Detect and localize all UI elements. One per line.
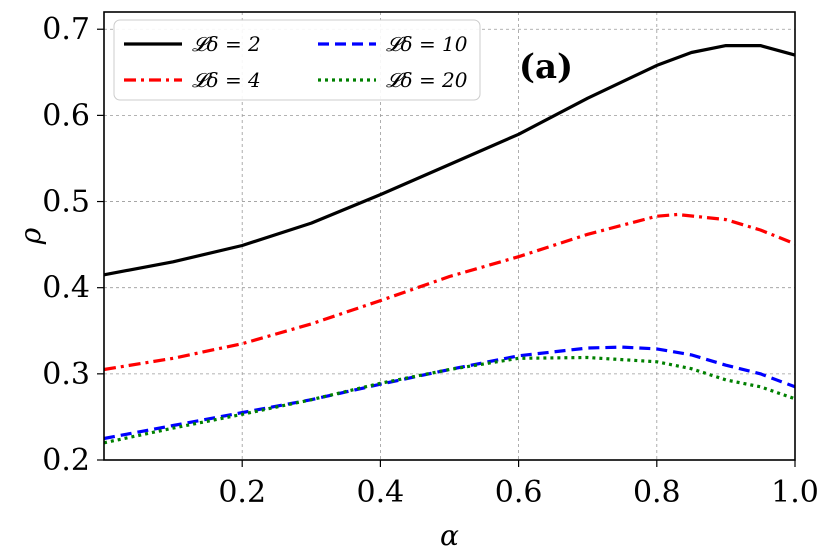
y-tick-label: 0.2 (42, 443, 90, 478)
series-line-4 (103, 355, 796, 445)
legend-entry-2: 𝓛δ = 4 (192, 68, 261, 92)
legend: 𝓛δ = 2 𝓛δ = 4 𝓛δ = 10 𝓛δ = 20 (113, 19, 481, 101)
x-tick-label: 0.2 (218, 475, 266, 510)
legend-entry-3: 𝓛δ = 10 (386, 32, 468, 56)
plot-lines (103, 43, 796, 445)
axis-ticks: 0.2 0.4 0.6 0.8 1.0 0.2 0.3 0.4 0.5 0.6 0.7 (42, 12, 819, 510)
x-axis-label: α (440, 519, 459, 552)
y-tick-label: 0.3 (42, 357, 90, 392)
y-tick-label: 0.4 (42, 271, 90, 306)
y-axis-label: ρ (14, 227, 47, 245)
x-tick-label: 0.8 (633, 475, 681, 510)
panel-label: (a) (519, 47, 573, 87)
x-tick-label: 1.0 (771, 475, 819, 510)
series-line-2 (103, 212, 796, 372)
y-tick-label: 0.5 (42, 185, 90, 220)
x-tick-label: 0.4 (357, 475, 405, 510)
x-tick-label: 0.6 (495, 475, 543, 510)
legend-entry-1: 𝓛δ = 2 (192, 32, 261, 56)
y-tick-label: 0.7 (42, 12, 90, 47)
series-line-1 (103, 43, 796, 277)
y-tick-label: 0.6 (42, 98, 90, 133)
plot-frame (103, 11, 796, 461)
legend-box (113, 19, 481, 101)
legend-entry-4: 𝓛δ = 20 (386, 68, 468, 92)
